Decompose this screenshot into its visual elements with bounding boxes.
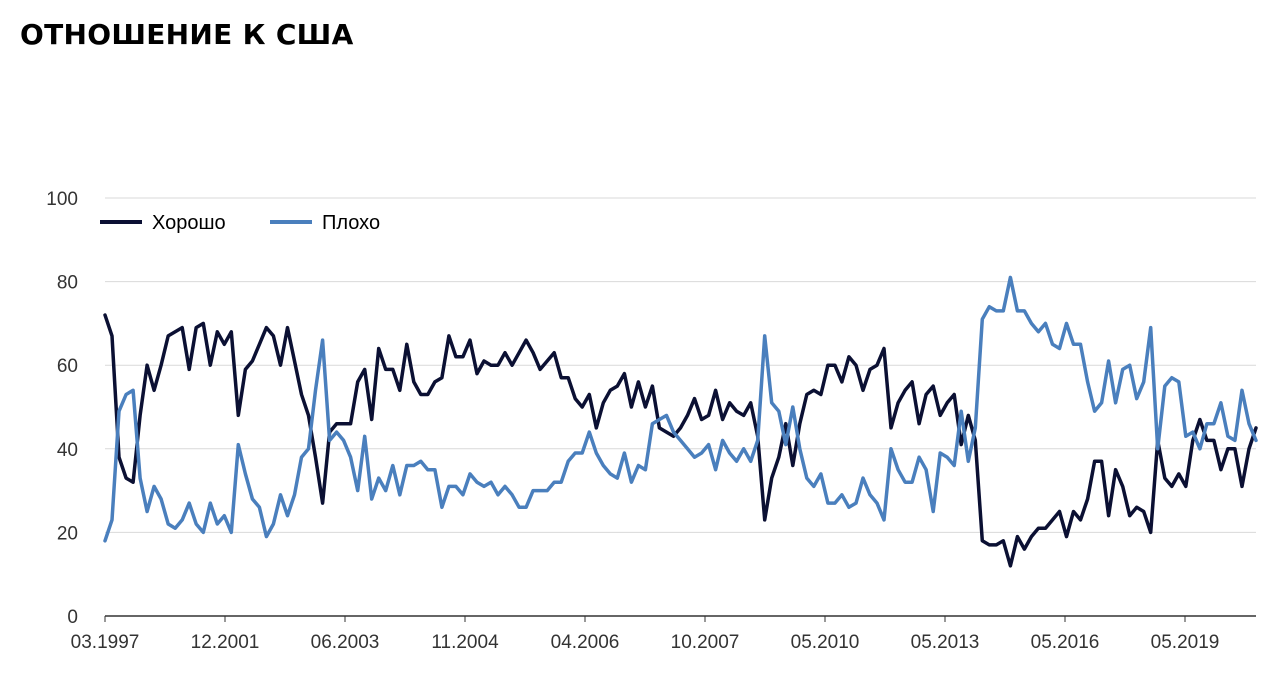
y-tick-label: 20 xyxy=(57,523,78,544)
y-tick-label: 40 xyxy=(57,440,78,461)
x-tick-label: 03.1997 xyxy=(71,632,140,653)
x-tick-label: 05.2016 xyxy=(1031,632,1100,653)
x-tick-label: 04.2006 xyxy=(551,632,620,653)
x-axis: 03.1997 12.2001 06.2003 11.2004 04.2006 10.20… xyxy=(71,616,1220,653)
x-tick-label: 12.2001 xyxy=(191,632,260,653)
y-tick-label: 0 xyxy=(67,607,78,628)
series-lines xyxy=(103,275,1258,568)
y-axis: 0 20 40 60 80 100 xyxy=(46,189,78,628)
x-tick-label: 05.2019 xyxy=(1151,632,1220,653)
y-tick-label: 100 xyxy=(46,189,78,210)
series-line-good xyxy=(103,313,1258,568)
legend: Хорошо Плохо xyxy=(100,212,380,234)
y-tick-label: 60 xyxy=(57,356,78,377)
legend-label: Плохо xyxy=(322,212,380,234)
chart-title: ОТНОШЕНИЕ К США xyxy=(20,18,354,51)
series-line-bad xyxy=(103,275,1258,543)
x-tick-label: 05.2013 xyxy=(911,632,980,653)
x-tick-label: 10.2007 xyxy=(671,632,740,653)
x-tick-label: 06.2003 xyxy=(311,632,380,653)
x-tick-label: 05.2010 xyxy=(791,632,860,653)
x-tick-label: 11.2004 xyxy=(431,632,499,653)
gridlines xyxy=(105,197,1256,617)
y-tick-label: 80 xyxy=(57,273,78,294)
legend-label: Хорошо xyxy=(152,212,226,234)
